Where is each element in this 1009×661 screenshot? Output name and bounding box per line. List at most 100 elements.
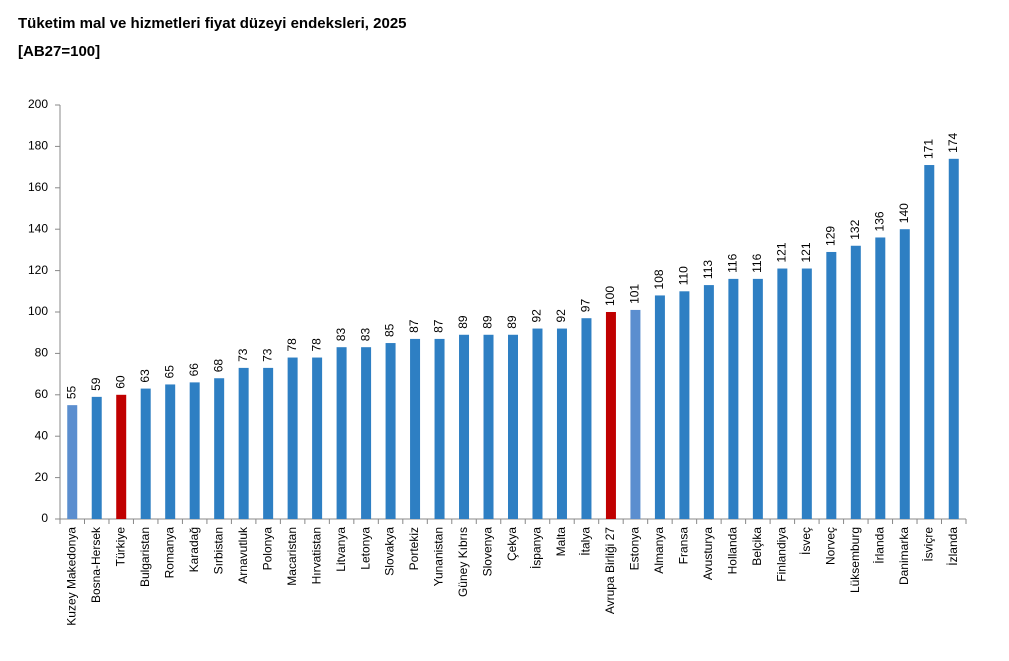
- value-label: 60: [113, 375, 127, 389]
- bar: [287, 357, 298, 519]
- value-label: 55: [64, 385, 78, 399]
- bar: [483, 334, 494, 519]
- value-label: 63: [138, 369, 152, 383]
- chart-title: Tüketim mal ve hizmetleri fiyat düzeyi e…: [18, 15, 407, 32]
- value-label: 78: [285, 338, 299, 352]
- y-tick-label: 0: [41, 511, 48, 525]
- bar: [728, 278, 739, 519]
- bar: [654, 295, 665, 519]
- value-label: 121: [799, 242, 813, 262]
- bar: [532, 328, 543, 519]
- bar: [703, 285, 714, 519]
- value-label: 59: [89, 377, 103, 391]
- bar: [91, 396, 102, 519]
- y-tick-label: 20: [35, 470, 49, 484]
- value-label: 140: [897, 203, 911, 223]
- value-label: 100: [603, 286, 617, 306]
- x-tick-label: İrlanda: [872, 527, 886, 564]
- y-tick-label: 140: [28, 221, 48, 235]
- value-label: 87: [432, 319, 446, 333]
- bar: [752, 278, 763, 519]
- bar: [630, 309, 641, 519]
- value-label: 113: [701, 260, 715, 279]
- value-label: 89: [456, 315, 470, 329]
- bar: [924, 165, 935, 519]
- x-tick-label: Hollanda: [726, 527, 740, 575]
- x-tick-label: Norveç: [823, 527, 837, 565]
- value-label: 129: [823, 226, 837, 246]
- bar: [508, 334, 518, 519]
- x-tick-label: Bulgaristan: [138, 527, 152, 587]
- bar: [581, 318, 592, 519]
- bar: [116, 394, 127, 519]
- bar: [875, 237, 886, 520]
- bar: [238, 367, 249, 519]
- x-tick-label: Estonya: [628, 527, 642, 571]
- y-tick-label: 40: [35, 428, 49, 442]
- value-label: 108: [652, 269, 666, 289]
- value-label: 89: [505, 315, 519, 329]
- value-label: 78: [309, 338, 323, 352]
- chart-subtitle: [AB27=100]: [18, 43, 100, 60]
- value-label: 110: [677, 266, 691, 285]
- bar: [361, 347, 372, 519]
- bar: [605, 312, 616, 519]
- bar: [263, 367, 274, 519]
- bar: [385, 343, 396, 519]
- bar: [434, 338, 445, 519]
- value-label: 85: [383, 323, 397, 337]
- x-tick-label: Malta: [554, 527, 568, 557]
- x-tick-label: Portekiz: [407, 527, 421, 570]
- x-tick-label: Finlandiya: [775, 527, 789, 582]
- x-tick-label: Çekya: [505, 527, 519, 561]
- x-tick-label: Letonya: [358, 527, 372, 570]
- bar: [214, 378, 225, 519]
- x-tick-label: Romanya: [162, 527, 176, 579]
- value-label: 116: [726, 253, 740, 272]
- value-label: 92: [554, 309, 568, 323]
- x-tick-label: İsviçre: [921, 527, 935, 562]
- x-tick-label: Avrupa Birliği 27: [603, 527, 617, 614]
- value-label: 116: [750, 253, 764, 272]
- value-label: 83: [334, 328, 348, 342]
- x-tick-label: İtalya: [579, 527, 593, 556]
- value-label: 171: [921, 139, 935, 159]
- bar: [899, 229, 910, 519]
- x-tick-label: İspanya: [530, 527, 544, 569]
- value-label: 73: [236, 348, 250, 362]
- x-tick-label: Danimarka: [897, 527, 911, 585]
- x-tick-label: Slovakya: [383, 527, 397, 576]
- bar: [679, 291, 690, 519]
- bar: [140, 388, 151, 519]
- value-label: 87: [407, 319, 421, 333]
- x-tick-label: Sırbistan: [211, 527, 225, 574]
- value-label: 101: [628, 284, 642, 304]
- x-tick-label: Güney Kıbrıs: [456, 527, 470, 597]
- x-tick-label: Yunanistan: [432, 527, 446, 586]
- y-tick-label: 120: [28, 263, 48, 277]
- value-label: 83: [358, 328, 372, 342]
- bar: [556, 328, 567, 519]
- value-label: 97: [579, 299, 593, 313]
- bar: [459, 334, 470, 519]
- bar: [336, 347, 347, 519]
- value-label: 65: [162, 365, 176, 379]
- value-label: 89: [481, 315, 495, 329]
- x-tick-label: Bosna-Hersek: [89, 526, 103, 603]
- bar: [801, 268, 812, 519]
- x-tick-label: Macaristan: [285, 527, 299, 586]
- x-tick-label: Türkiye: [113, 527, 127, 567]
- x-tick-label: Hırvatistan: [309, 527, 323, 584]
- x-tick-label: Belçika: [750, 527, 764, 566]
- bar: [826, 251, 837, 519]
- x-tick-label: Slovenya: [481, 527, 495, 577]
- x-tick-label: Avusturya: [701, 527, 715, 580]
- bar: [67, 405, 78, 519]
- y-tick-label: 160: [28, 180, 48, 194]
- value-label: 73: [260, 348, 274, 362]
- bar: [165, 384, 176, 519]
- bar: [948, 158, 959, 519]
- x-tick-label: Polonya: [260, 527, 274, 571]
- x-tick-label: Arnavutluk: [236, 526, 250, 584]
